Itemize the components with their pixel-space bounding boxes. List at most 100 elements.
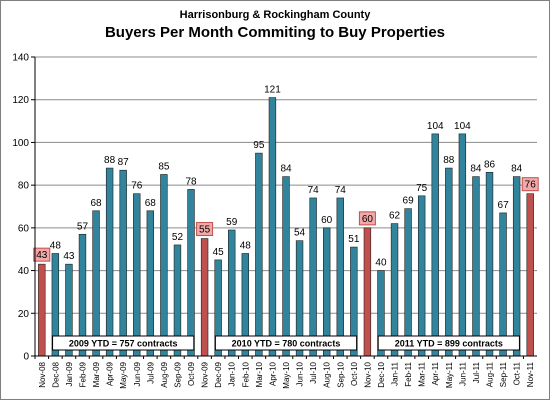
data-label: 74 bbox=[335, 185, 347, 196]
y-tick-label: 0 bbox=[23, 352, 29, 363]
data-label: 60 bbox=[362, 214, 374, 225]
data-label: 74 bbox=[308, 185, 320, 196]
x-tick-label: May-11 bbox=[445, 361, 454, 388]
data-label: 51 bbox=[348, 234, 360, 245]
data-label: 68 bbox=[145, 198, 157, 209]
ytd-annotations: 2009 YTD = 757 contracts 2010 YTD = 780 c… bbox=[52, 335, 520, 351]
x-tick-label: Oct-11 bbox=[513, 361, 522, 385]
x-tick-label: Feb-09 bbox=[78, 361, 87, 387]
data-label: 88 bbox=[443, 155, 455, 166]
data-label: 40 bbox=[375, 258, 387, 269]
chart-title: Buyers Per Month Commiting to Buy Proper… bbox=[104, 24, 446, 41]
x-tick-label: Oct-09 bbox=[187, 361, 196, 386]
bar bbox=[512, 176, 521, 357]
data-label: 84 bbox=[470, 164, 482, 175]
data-label: 104 bbox=[454, 121, 471, 132]
x-tick-label: Jan-11 bbox=[391, 361, 400, 385]
bar bbox=[417, 195, 426, 357]
x-tick-label: Apr-09 bbox=[106, 361, 115, 386]
bar bbox=[282, 176, 290, 357]
x-tick-label: Jan-10 bbox=[228, 361, 237, 386]
bar bbox=[105, 167, 114, 357]
data-label: 69 bbox=[403, 196, 415, 207]
data-label: 121 bbox=[264, 85, 281, 96]
bar bbox=[485, 172, 494, 357]
x-tick-label: May-09 bbox=[119, 361, 128, 388]
y-tick-label: 40 bbox=[18, 266, 30, 277]
data-label: 68 bbox=[90, 198, 102, 209]
bar bbox=[309, 197, 317, 357]
data-label: 76 bbox=[525, 180, 537, 191]
data-label: 84 bbox=[511, 164, 523, 175]
data-label: 76 bbox=[131, 181, 143, 192]
x-tick-label: Sep-09 bbox=[173, 361, 182, 387]
chart-subtitle: Harrisonburg & Rockingham County bbox=[179, 9, 371, 21]
y-tick-label: 20 bbox=[18, 309, 30, 320]
x-tick-label: Feb-11 bbox=[404, 361, 413, 386]
bar bbox=[119, 169, 127, 357]
bar bbox=[404, 208, 412, 357]
bar-highlighted bbox=[38, 263, 46, 357]
x-tick-label: Aug-10 bbox=[323, 361, 332, 387]
data-label: 60 bbox=[321, 215, 333, 226]
x-tick-label: Nov-10 bbox=[363, 361, 372, 387]
x-axis-ticks: Nov-08 Dec-08 Jan-09 Feb-09 Mar-09 Apr-09 May-… bbox=[34, 356, 535, 389]
bar bbox=[268, 97, 277, 357]
bar bbox=[472, 176, 480, 357]
x-tick-label: Dec-10 bbox=[377, 361, 386, 387]
ytd-annotation-label: 2009 YTD = 757 contracts bbox=[69, 339, 178, 349]
data-label-box bbox=[196, 222, 214, 237]
x-tick-label: Oct-10 bbox=[350, 361, 359, 386]
x-tick-label: May-10 bbox=[282, 361, 291, 388]
data-label: 54 bbox=[294, 228, 306, 239]
data-label: 43 bbox=[63, 251, 75, 262]
y-tick-label: 120 bbox=[12, 95, 29, 106]
bar bbox=[458, 133, 467, 357]
x-tick-label: Nov-11 bbox=[526, 361, 535, 387]
data-label: 104 bbox=[427, 121, 444, 132]
y-axis-ticks: 0 20 40 60 80 100 120 140 bbox=[12, 53, 35, 363]
bar bbox=[146, 210, 155, 357]
bar bbox=[133, 193, 141, 357]
x-tick-label: Mar-11 bbox=[418, 361, 427, 386]
ytd-annotation-box bbox=[52, 335, 195, 351]
x-tick-label: Apr-10 bbox=[268, 361, 277, 386]
x-tick-label: Sep-10 bbox=[336, 361, 345, 387]
x-tick-label: Jan-09 bbox=[65, 361, 74, 386]
x-tick-label: Nov-09 bbox=[201, 361, 210, 387]
bar-highlighted bbox=[200, 238, 209, 357]
x-tick-label: Sep-11 bbox=[499, 361, 508, 387]
bar bbox=[255, 152, 263, 357]
data-label: 88 bbox=[104, 155, 116, 166]
bar-highlighted bbox=[526, 193, 534, 357]
x-tick-label: Nov-08 bbox=[38, 361, 47, 387]
bar bbox=[160, 174, 168, 357]
x-tick-label: Jul-09 bbox=[146, 361, 155, 383]
data-label: 62 bbox=[389, 211, 401, 222]
x-tick-label: Apr-11 bbox=[431, 361, 440, 385]
data-label-box bbox=[358, 211, 376, 226]
data-label: 59 bbox=[226, 217, 238, 228]
ytd-annotation-box bbox=[377, 335, 520, 351]
x-tick-label: Aug-09 bbox=[160, 361, 169, 387]
data-label-box bbox=[33, 247, 51, 262]
bar-highlighted bbox=[363, 227, 372, 357]
data-label: 86 bbox=[484, 159, 496, 170]
bar bbox=[92, 210, 100, 357]
bar bbox=[187, 189, 195, 357]
data-label: 43 bbox=[36, 250, 48, 261]
data-label-box bbox=[521, 177, 539, 192]
data-label: 95 bbox=[253, 140, 265, 151]
bar bbox=[499, 212, 507, 357]
x-tick-label: Jun-09 bbox=[133, 361, 142, 386]
data-label: 57 bbox=[77, 221, 89, 232]
y-tick-label: 60 bbox=[18, 223, 30, 234]
x-tick-label: Mar-10 bbox=[255, 361, 264, 387]
data-label: 87 bbox=[118, 157, 130, 168]
y-tick-label: 140 bbox=[12, 53, 29, 64]
x-tick-label: Mar-09 bbox=[92, 361, 101, 387]
ytd-annotation-label: 2011 YTD = 899 contracts bbox=[395, 339, 503, 349]
data-label: 52 bbox=[172, 232, 184, 243]
